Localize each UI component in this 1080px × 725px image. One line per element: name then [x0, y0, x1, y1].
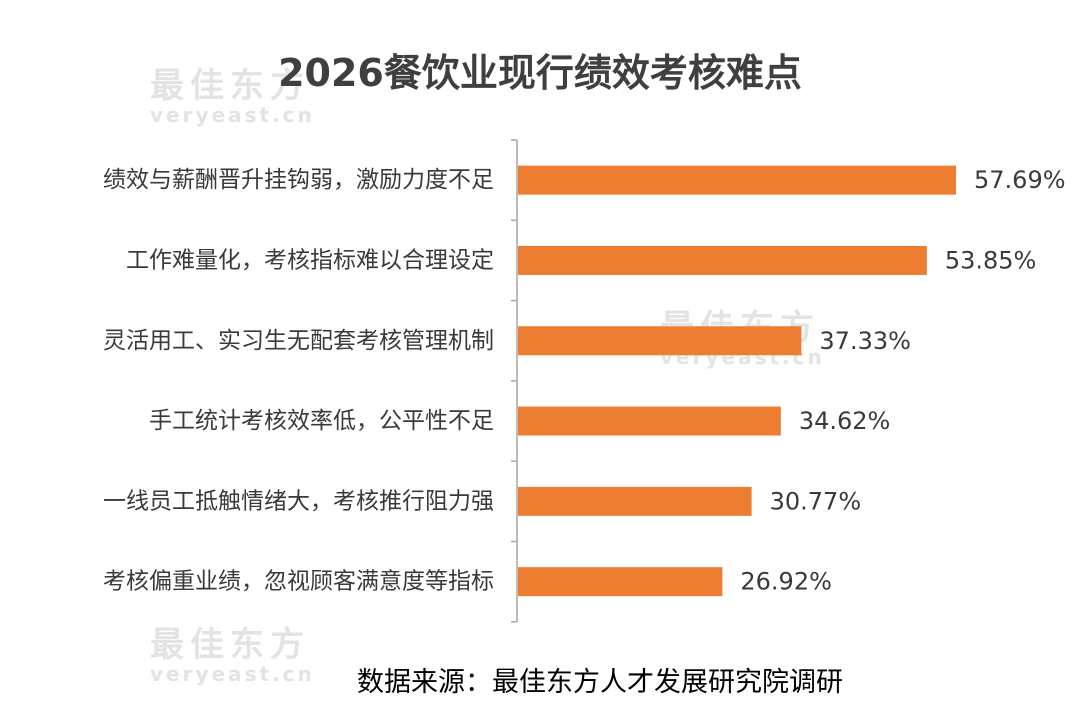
- data-label: 57.69%: [974, 166, 1066, 194]
- bar: [518, 406, 781, 436]
- bar: [518, 326, 802, 356]
- category-label: 手工统计考核效率低，公平性不足: [149, 408, 494, 434]
- category-label: 工作难量化，考核指标难以合理设定: [126, 247, 494, 273]
- data-label: 37.33%: [819, 327, 911, 355]
- category-label: 一线员工抵触情绪大，考核推行阻力强: [103, 488, 494, 514]
- data-source-note: 数据来源：最佳东方人才发展研究院调研: [357, 667, 843, 698]
- category-label: 绩效与薪酬晋升挂钩弱，激励力度不足: [103, 167, 494, 193]
- bar: [518, 486, 752, 516]
- category-label: 考核偏重业绩，忽视顾客满意度等指标: [103, 569, 494, 595]
- data-label: 53.85%: [945, 246, 1037, 274]
- chart-title: 2026餐饮业现行绩效考核难点: [278, 51, 802, 95]
- data-label: 26.92%: [740, 568, 832, 596]
- bar: [518, 165, 956, 195]
- data-label: 30.77%: [770, 487, 862, 515]
- bar: [518, 245, 927, 275]
- bar: [518, 567, 723, 597]
- data-label: 34.62%: [799, 407, 891, 435]
- category-label: 灵活用工、实习生无配套考核管理机制: [103, 328, 494, 354]
